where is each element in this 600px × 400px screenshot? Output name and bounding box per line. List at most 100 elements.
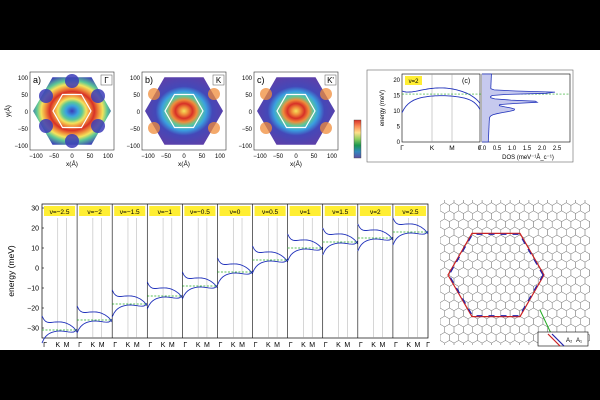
filling-label: ν=0.5 xyxy=(262,209,278,216)
map-xlabel: x(Å) xyxy=(178,159,190,168)
bands-xtick: M xyxy=(415,342,421,349)
point-box xyxy=(324,74,337,86)
filling-label: ν=−2.5 xyxy=(50,209,70,216)
lattice-cell xyxy=(486,299,497,311)
lattice-cell xyxy=(495,283,506,295)
filling-panel: ν=0.5 Γ K M xyxy=(252,204,288,349)
band-line xyxy=(322,227,359,245)
bands-xtick: K xyxy=(196,342,201,349)
band-xtick: K xyxy=(430,145,435,152)
band-line xyxy=(217,270,253,286)
lattice-cell xyxy=(453,200,464,206)
lattice-cell xyxy=(505,251,515,263)
lattice-cell xyxy=(463,210,473,222)
map-tag: c) xyxy=(257,75,265,85)
lattice-cell xyxy=(440,205,441,212)
lattice-cell xyxy=(556,210,567,222)
lattice-cell xyxy=(440,340,445,345)
panel-label: (c) xyxy=(462,78,470,85)
filling-badge xyxy=(254,206,286,216)
map-ytick: −100 xyxy=(238,144,252,150)
lattice-cell xyxy=(519,323,530,336)
lattice-cell xyxy=(561,234,572,247)
map-ytick: 50 xyxy=(245,93,252,99)
lattice-cell xyxy=(463,323,473,336)
lattice-cell xyxy=(444,291,455,303)
lattice-cell xyxy=(594,292,600,303)
lattice-cell xyxy=(440,332,450,344)
lattice-cell xyxy=(458,315,469,328)
bands-xtick: Γ xyxy=(426,342,430,349)
map-spot xyxy=(208,122,220,134)
filling-badge xyxy=(219,206,251,216)
map-point-label: K' xyxy=(327,76,334,85)
lattice-cell xyxy=(491,210,501,222)
lattice-cell xyxy=(547,242,558,255)
lattice-cell xyxy=(566,259,576,271)
lattice-cell xyxy=(509,226,520,239)
dos-xtick: 1.5 xyxy=(523,146,532,152)
lattice-cell xyxy=(500,226,511,239)
colorbar xyxy=(353,119,362,159)
lattice-cell xyxy=(584,200,590,206)
map-panel: a) Γ −100 −50 0 50 100 x(Å) 100 50 0 −50 −100 y(Å) xyxy=(3,71,115,168)
lattice-cell xyxy=(552,299,562,311)
bands-xtick: M xyxy=(204,342,210,349)
lattice-cell xyxy=(467,267,478,279)
lattice-cell xyxy=(500,200,511,206)
lattice-cell xyxy=(444,242,455,255)
lattice-cell xyxy=(534,349,543,351)
band-dos-panel: 20 15 10 5 0 energy (meV) Γ K M Γν=2 (c) 0.0 0.5 1.0 1… xyxy=(366,69,574,163)
lattice-cell xyxy=(542,267,553,279)
lattice-cell xyxy=(514,283,525,295)
lattice-cell xyxy=(472,323,483,336)
lattice-cell xyxy=(552,234,562,247)
honeycomb-lattice xyxy=(440,187,600,351)
lattice-cell xyxy=(477,315,487,328)
lattice-cell xyxy=(440,302,441,309)
lattice-cell xyxy=(514,202,525,214)
lattice-cell xyxy=(528,307,539,320)
filling-badge xyxy=(184,206,216,216)
bands-xtick: Γ xyxy=(254,342,258,349)
filling-label: ν=2 xyxy=(370,209,381,216)
lattice-cell xyxy=(543,349,552,351)
lattice-cell xyxy=(440,267,450,279)
bands-xtick: K xyxy=(91,342,96,349)
inset-label-a1: A₁ xyxy=(576,338,582,344)
map-ytick: 50 xyxy=(21,93,28,99)
lattice-cell xyxy=(524,267,534,279)
map-ytick: −50 xyxy=(242,127,253,133)
lattice-cell xyxy=(589,285,590,293)
lattice-cell xyxy=(524,251,534,263)
lattice-cell xyxy=(589,269,590,277)
lattice-cell xyxy=(571,187,580,198)
map-spot xyxy=(148,122,160,134)
map-ytick: −50 xyxy=(18,127,29,133)
lattice-cell xyxy=(495,315,506,328)
lattice-cell xyxy=(458,234,469,247)
band-line xyxy=(41,315,78,333)
lattice-cell xyxy=(528,259,539,271)
lattice-cell xyxy=(561,315,572,328)
lattice-cell xyxy=(453,275,464,287)
lattice-cell xyxy=(505,234,515,247)
filling-badge xyxy=(405,76,422,85)
map-spot xyxy=(91,119,105,133)
lattice-cell xyxy=(467,283,478,295)
lattice-cell xyxy=(514,267,525,279)
lattice-cell xyxy=(538,291,548,303)
lattice-cell xyxy=(491,242,501,255)
lattice-cell xyxy=(477,234,487,247)
lattice-cell xyxy=(491,226,501,239)
lattice-cell xyxy=(584,226,590,239)
inset-label-a2: A₂ xyxy=(566,338,573,344)
band-line xyxy=(41,328,78,344)
filling-badge-label: ν=2 xyxy=(409,79,420,85)
bands-xtick: M xyxy=(134,342,140,349)
lattice-cell xyxy=(477,187,486,198)
lattice-cell xyxy=(524,349,533,351)
lattice-cell xyxy=(458,218,469,230)
lattice-cell xyxy=(533,315,544,328)
map-ylabel: y(Å) xyxy=(3,105,12,117)
